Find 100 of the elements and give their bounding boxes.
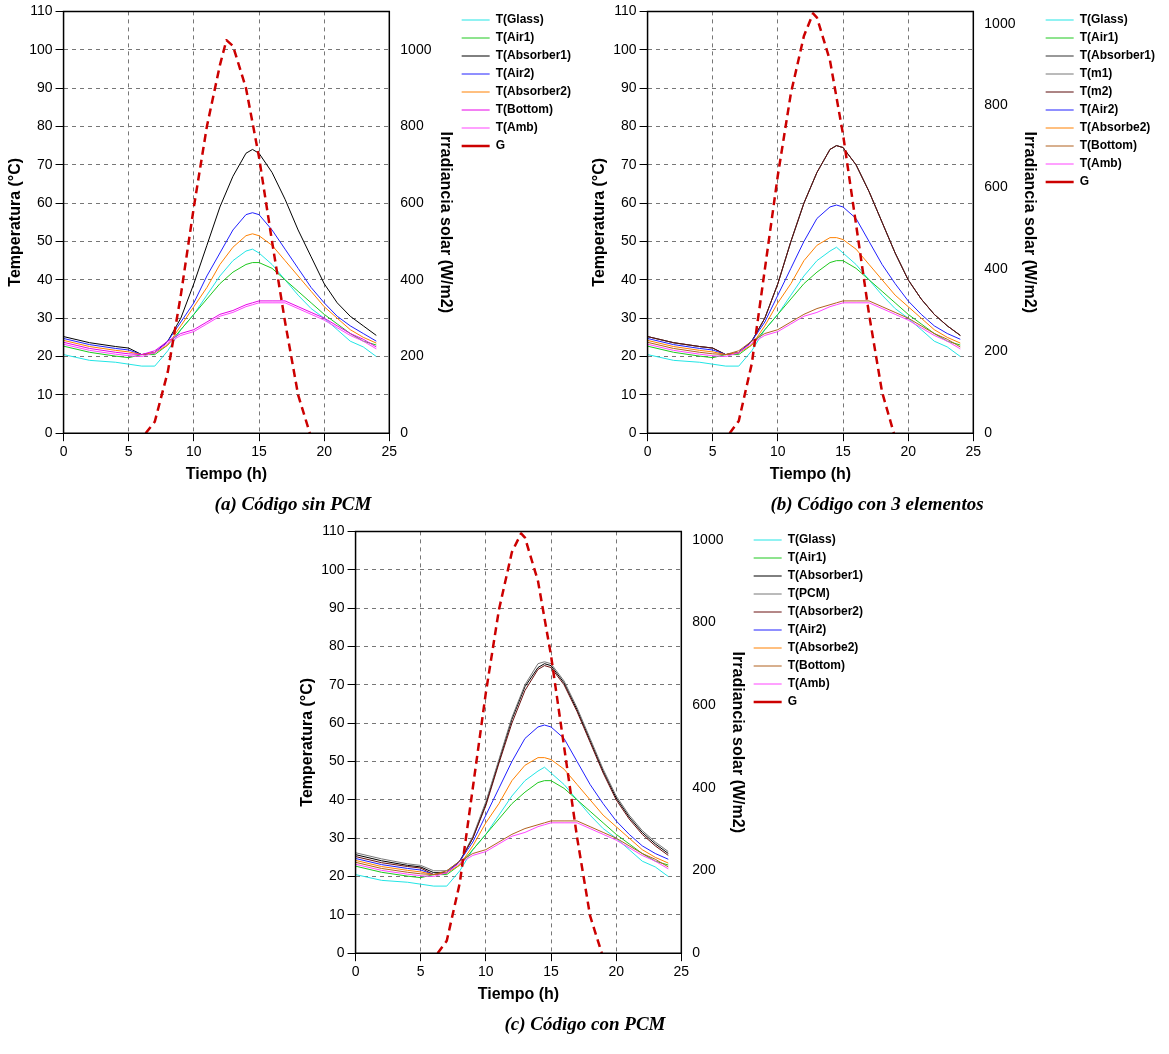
y2-tick-label: 400 (983, 260, 1008, 277)
y2-tick-label: 0 (691, 944, 700, 961)
legend-label: T(Absorber2) (787, 604, 863, 619)
y-tick-label: 90 (328, 598, 345, 615)
y2-tick-label: 0 (983, 424, 992, 441)
y2-tick-label: 600 (399, 193, 424, 210)
y-tick-label: 100 (320, 560, 345, 577)
legend-label: T(Bottom) (787, 658, 845, 673)
y2-tick-label: 800 (983, 96, 1008, 113)
x-tick-label: 10 (185, 443, 202, 460)
legend-label: T(Glass) (1079, 12, 1128, 27)
x-tick-label: 10 (477, 963, 494, 980)
x-axis-title: Tiempo (h) (477, 985, 559, 1003)
x-tick-label: 0 (351, 963, 360, 980)
y-tick-label: 20 (620, 347, 637, 364)
y2-axis-title: Irradiancia solar (W/m2) (1021, 131, 1039, 313)
x-tick-label: 10 (769, 443, 786, 460)
legend-label: T(Bottom) (495, 102, 553, 117)
y2-tick-label: 200 (983, 342, 1008, 359)
x-tick-label: 15 (542, 963, 559, 980)
legend-label: T(Glass) (495, 12, 544, 27)
legend-label: T(Air1) (787, 550, 826, 565)
y-tick-label: 70 (36, 155, 53, 172)
y-tick-label: 60 (36, 193, 53, 210)
y2-tick-label: 400 (399, 270, 424, 287)
x-tick-label: 25 (381, 443, 397, 460)
y-tick-label: 0 (336, 944, 345, 961)
legend-label: T(Air1) (495, 30, 534, 45)
y-tick-label: 10 (328, 905, 345, 922)
y-tick-label: 50 (620, 232, 637, 249)
text: (c) Código con PCM (504, 1012, 667, 1035)
x-tick-label: 0 (643, 443, 652, 460)
legend-label: T(Absorber1) (787, 568, 863, 583)
x-tick-label: 5 (708, 443, 717, 460)
y-tick-label: 90 (36, 78, 53, 95)
y2-tick-label: 1000 (399, 40, 432, 57)
y-tick-label: 90 (620, 78, 637, 95)
y-axis-title: Temperatura (°C) (5, 157, 23, 287)
y-tick-label: 70 (620, 155, 637, 172)
y-tick-label: 70 (328, 675, 345, 692)
legend-label: T(Absorbe2) (1079, 120, 1150, 135)
y2-tick-label: 1000 (691, 530, 724, 547)
legend-label: G (495, 138, 505, 153)
y-tick-label: 40 (36, 270, 53, 287)
x-tick-label: 5 (124, 443, 133, 460)
legend-label: T(Glass) (787, 532, 836, 547)
x-tick-label: 5 (416, 963, 425, 980)
y2-axis-title: Irradiancia solar (W/m2) (437, 131, 455, 313)
y2-tick-label: 0 (399, 424, 408, 441)
legend-label: T(Bottom) (1079, 138, 1137, 153)
legend-label: T(Amb) (495, 120, 538, 135)
y2-tick-label: 200 (399, 347, 424, 364)
text: (a) Código sin PCM (214, 492, 372, 515)
y2-tick-label: 800 (691, 613, 716, 630)
legend-label: T(m1) (1079, 66, 1112, 81)
y-tick-label: 80 (328, 637, 345, 654)
y2-tick-label: 1000 (983, 14, 1016, 31)
y-tick-label: 80 (36, 117, 53, 134)
y2-tick-label: 200 (691, 861, 716, 878)
y-tick-label: 0 (628, 424, 637, 441)
legend-label: G (1079, 174, 1089, 189)
y-tick-label: 50 (328, 752, 345, 769)
legend-label: T(Absorbe2) (787, 640, 858, 655)
legend-label: T(Air2) (787, 622, 826, 637)
y-tick-label: 0 (44, 424, 53, 441)
y-tick-label: 50 (36, 232, 53, 249)
legend-label: T(Amb) (1079, 156, 1122, 171)
y-tick-label: 100 (28, 40, 53, 57)
y2-tick-label: 600 (983, 178, 1008, 195)
legend-label: T(Air2) (1079, 102, 1118, 117)
text: (b) Código con 3 elementos (769, 492, 984, 515)
y-tick-label: 40 (328, 790, 345, 807)
y-tick-label: 60 (620, 193, 637, 210)
x-tick-label: 15 (834, 443, 851, 460)
legend-label: G (787, 694, 797, 709)
y-tick-label: 20 (36, 347, 53, 364)
x-axis-title: Tiempo (h) (769, 465, 851, 483)
x-tick-label: 25 (965, 443, 981, 460)
legend-label: T(Absorber2) (495, 84, 571, 99)
y-tick-label: 40 (620, 270, 637, 287)
y-tick-label: 30 (328, 829, 345, 846)
legend-label: T(Air1) (1079, 30, 1118, 45)
y-tick-label: 10 (36, 385, 53, 402)
y-tick-label: 110 (321, 522, 345, 539)
y-tick-label: 30 (620, 309, 637, 326)
y2-tick-label: 800 (399, 117, 424, 134)
x-tick-label: 0 (59, 443, 68, 460)
x-tick-label: 25 (673, 963, 689, 980)
legend-label: T(Amb) (787, 676, 830, 691)
legend-label: T(Absorber1) (495, 48, 571, 63)
legend-label: T(m2) (1079, 84, 1112, 99)
legend-label: T(PCM) (787, 586, 830, 601)
y-tick-label: 110 (613, 2, 637, 19)
y2-tick-label: 400 (691, 778, 716, 795)
y2-tick-label: 600 (691, 695, 716, 712)
y-axis-title: Temperatura (°C) (297, 677, 315, 807)
y-tick-label: 60 (328, 713, 345, 730)
legend-label: T(Absorber1) (1079, 48, 1155, 63)
y-tick-label: 30 (36, 309, 53, 326)
y-tick-label: 100 (612, 40, 637, 57)
